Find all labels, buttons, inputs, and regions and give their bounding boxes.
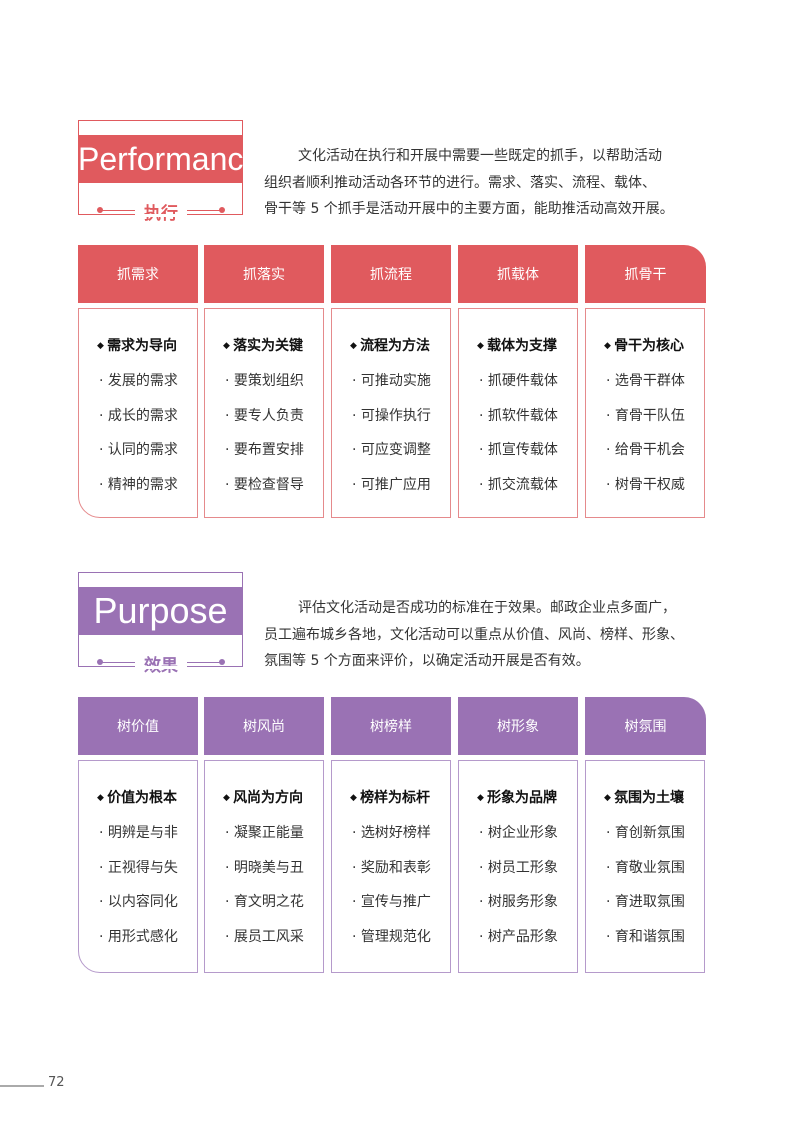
column-item: 可操作执行: [352, 405, 431, 425]
badge-title: Performance: [78, 135, 261, 183]
column-body: 氛围为土壤育创新氛围育敬业氛围育进取氛围育和谐氛围: [585, 760, 705, 973]
column-lead: 落实为关键: [223, 335, 303, 355]
badge-dot-left: [97, 659, 103, 665]
column-item: 抓硬件载体: [479, 370, 558, 390]
column-item: 育和谐氛围: [606, 926, 685, 946]
badge-rule-right: [187, 210, 222, 211]
column-item: 认同的需求: [99, 439, 178, 459]
column-item: 育进取氛围: [606, 891, 685, 911]
column-item: 展员工风采: [225, 926, 304, 946]
badge-mask: [135, 666, 187, 669]
column-item: 育文明之花: [225, 891, 304, 911]
column-header: 抓落实: [204, 245, 324, 303]
badge-dot-right: [219, 659, 225, 665]
column-lead: 需求为导向: [97, 335, 177, 355]
column-item: 正视得与失: [99, 857, 178, 877]
column-item: 可推动实施: [352, 370, 431, 390]
badge-rule-right: [187, 662, 222, 663]
column-body: 载体为支撑抓硬件载体抓软件载体抓宣传载体抓交流载体: [458, 308, 578, 518]
column-body: 流程为方法可推动实施可操作执行可应变调整可推广应用: [331, 308, 451, 518]
column-header: 树氛围: [585, 697, 706, 755]
column-item: 育敬业氛围: [606, 857, 685, 877]
column-header: 树形象: [458, 697, 578, 755]
column-lead: 流程为方法: [350, 335, 430, 355]
badge-title: Purpose: [78, 587, 243, 635]
column-item: 可推广应用: [352, 474, 431, 494]
column-item: 管理规范化: [352, 926, 431, 946]
badge-subtitle: 执行: [135, 199, 187, 224]
intro-line: 骨干等 5 个抓手是活动开展中的主要方面，能助推活动高效开展。: [264, 201, 674, 217]
badge-dot-left: [97, 207, 103, 213]
badge-dot-right: [219, 207, 225, 213]
column-item: 抓宣传载体: [479, 439, 558, 459]
column-header: 树风尚: [204, 697, 324, 755]
badge-rule-left: [100, 210, 135, 211]
column-item: 奖励和表彰: [352, 857, 431, 877]
column-header: 树榜样: [331, 697, 451, 755]
column-item: 给骨干机会: [606, 439, 685, 459]
column-item: 凝聚正能量: [225, 822, 304, 842]
column-header: 抓骨干: [585, 245, 706, 303]
intro-line: 文化活动在执行和开展中需要一些既定的抓手，以帮助活动: [298, 148, 662, 164]
column-body: 榜样为标杆选树好榜样奖励和表彰宣传与推广管理规范化: [331, 760, 451, 973]
column-item: 树员工形象: [479, 857, 558, 877]
column-lead: 形象为品牌: [477, 787, 557, 807]
column-lead: 价值为根本: [97, 787, 177, 807]
column-item: 用形式感化: [99, 926, 178, 946]
column-body: 需求为导向发展的需求成长的需求认同的需求精神的需求: [78, 308, 198, 518]
column-item: 宣传与推广: [352, 891, 431, 911]
column-item: 育创新氛围: [606, 822, 685, 842]
column-item: 树服务形象: [479, 891, 558, 911]
column-header: 树价值: [78, 697, 198, 755]
page-number: 72: [48, 1075, 65, 1090]
column-item: 树骨干权威: [606, 474, 685, 494]
column-lead: 骨干为核心: [604, 335, 684, 355]
column-item: 以内容同化: [99, 891, 178, 911]
column-item: 抓交流载体: [479, 474, 558, 494]
column-item: 要专人负责: [225, 405, 304, 425]
column-header: 抓需求: [78, 245, 198, 303]
column-lead: 榜样为标杆: [350, 787, 430, 807]
badge-subtitle: 效果: [135, 651, 187, 676]
column-item: 明晓美与丑: [225, 857, 304, 877]
column-item: 要布置安排: [225, 439, 304, 459]
column-item: 要检查督导: [225, 474, 304, 494]
intro-line: 氛围等 5 个方面来评价，以确定活动开展是否有效。: [264, 653, 590, 669]
badge-mask: [135, 214, 187, 217]
page-rule: [0, 1085, 44, 1087]
column-item: 育骨干队伍: [606, 405, 685, 425]
column-item: 精神的需求: [99, 474, 178, 494]
column-body: 价值为根本明辨是与非正视得与失以内容同化用形式感化: [78, 760, 198, 973]
intro-line: 评估文化活动是否成功的标准在于效果。邮政企业点多面广，: [298, 600, 676, 616]
column-item: 抓软件载体: [479, 405, 558, 425]
column-lead: 氛围为土壤: [604, 787, 684, 807]
intro-line: 组织者顺利推动活动各环节的进行。需求、落实、流程、载体、: [264, 174, 656, 191]
column-item: 要策划组织: [225, 370, 304, 390]
column-body: 骨干为核心选骨干群体育骨干队伍给骨干机会树骨干权威: [585, 308, 705, 518]
column-item: 树产品形象: [479, 926, 558, 946]
column-body: 落实为关键要策划组织要专人负责要布置安排要检查督导: [204, 308, 324, 518]
badge-rule-left: [100, 662, 135, 663]
column-item: 树企业形象: [479, 822, 558, 842]
column-body: 形象为品牌树企业形象树员工形象树服务形象树产品形象: [458, 760, 578, 973]
column-item: 选树好榜样: [352, 822, 431, 842]
column-lead: 风尚为方向: [223, 787, 303, 807]
column-item: 可应变调整: [352, 439, 431, 459]
intro-line: 员工遍布城乡各地，文化活动可以重点从价值、风尚、榜样、形象、: [264, 626, 684, 643]
column-body: 风尚为方向凝聚正能量明晓美与丑育文明之花展员工风采: [204, 760, 324, 973]
column-item: 选骨干群体: [606, 370, 685, 390]
column-header: 抓载体: [458, 245, 578, 303]
column-header: 抓流程: [331, 245, 451, 303]
column-item: 明辨是与非: [99, 822, 178, 842]
column-lead: 载体为支撑: [477, 335, 557, 355]
column-item: 发展的需求: [99, 370, 178, 390]
column-item: 成长的需求: [99, 405, 178, 425]
